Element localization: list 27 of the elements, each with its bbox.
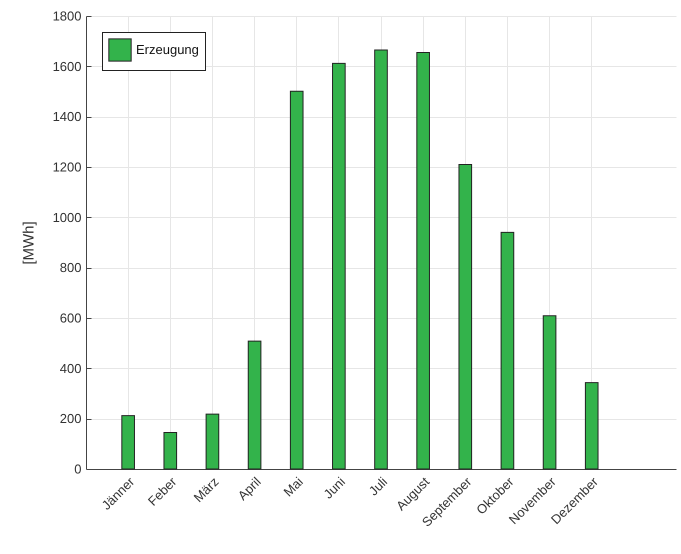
y-tick-label: 1800 — [52, 8, 82, 24]
bar — [500, 232, 514, 470]
x-tick-label: Juli — [366, 474, 390, 498]
bar — [584, 382, 599, 470]
bar — [206, 414, 220, 470]
bar — [416, 52, 430, 470]
bar — [121, 415, 135, 470]
y-tick-label: 1400 — [52, 109, 82, 124]
y-tick-label: 1600 — [52, 58, 82, 74]
x-tick-label: Juni — [320, 474, 348, 502]
bar — [542, 315, 556, 470]
legend-label: Erzeugung — [136, 42, 199, 57]
bar — [332, 62, 346, 470]
bar — [248, 340, 262, 470]
y-tick-label: 200 — [60, 411, 82, 426]
bar — [163, 432, 178, 470]
y-tick-label: 0 — [74, 462, 82, 476]
x-tick-label: Mai — [280, 474, 306, 500]
bar — [290, 90, 304, 470]
bar — [458, 164, 472, 470]
y-tick-label: 1000 — [52, 210, 82, 225]
y-tick-label: 400 — [60, 360, 82, 376]
y-tick-label: 1200 — [52, 160, 82, 174]
y-tick-label: 600 — [60, 310, 82, 326]
y-tick-label: 800 — [60, 260, 82, 276]
bar — [374, 49, 388, 470]
y-axis-title: [MWh] — [20, 221, 38, 265]
